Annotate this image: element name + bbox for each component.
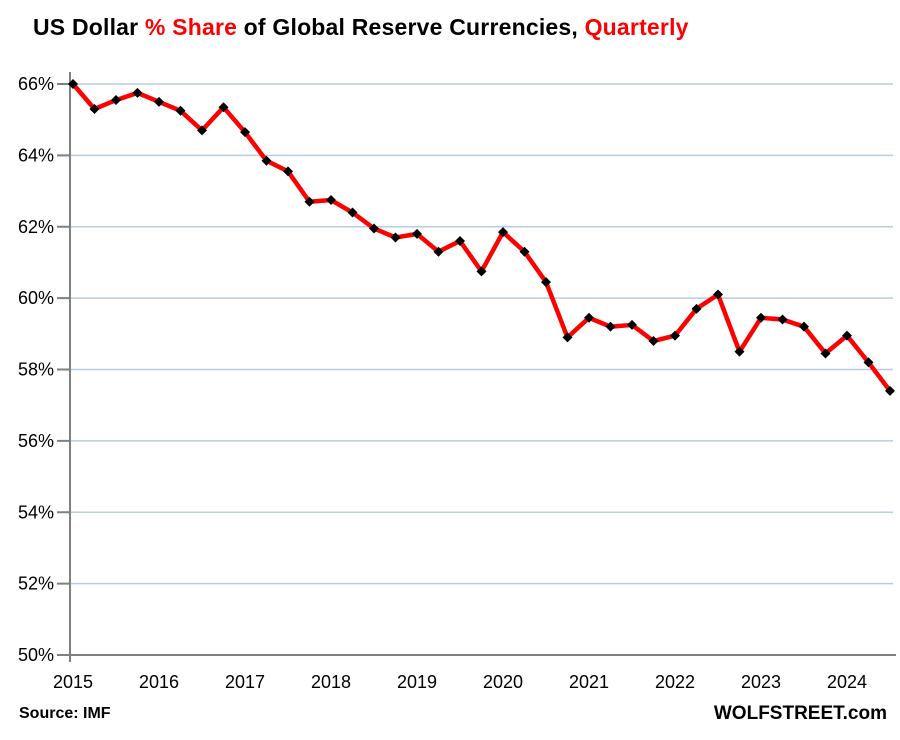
y-tick-label: 50% [18, 645, 54, 665]
data-point-marker [562, 332, 573, 343]
data-point-marker [326, 194, 336, 205]
data-point-marker [175, 105, 186, 116]
data-point-marker [777, 314, 788, 325]
source-label: Source: IMF [19, 705, 111, 722]
title-text-2: of Global Reserve Currencies, [237, 14, 585, 40]
wolfstreet-branding: WOLFSTREET.com [713, 703, 887, 724]
data-point-marker [390, 232, 401, 243]
title-accent-share: % Share [144, 14, 238, 40]
x-tick-label: 2023 [741, 672, 781, 692]
data-point-marker [756, 312, 766, 323]
y-tick-label: 54% [18, 502, 54, 522]
title-text-1: US Dollar [33, 14, 145, 40]
x-tick-label: 2022 [655, 672, 695, 692]
data-point-marker [799, 321, 809, 332]
data-point-marker [240, 127, 250, 138]
y-tick-label: 64% [18, 145, 54, 165]
chart-title: US Dollar % Share of Global Reserve Curr… [33, 14, 689, 41]
x-tick-label: 2018 [311, 672, 351, 692]
data-point-marker [584, 312, 594, 323]
y-tick-label: 52% [18, 574, 54, 594]
x-tick-label: 2019 [397, 672, 437, 692]
y-tick-label: 66% [18, 74, 54, 94]
data-point-marker [605, 321, 616, 332]
data-point-marker [89, 103, 100, 114]
x-tick-label: 2015 [53, 672, 93, 692]
data-point-marker [304, 196, 315, 207]
data-point-marker [541, 277, 551, 288]
data-point-marker [885, 385, 895, 396]
data-point-marker [68, 79, 78, 89]
data-point-marker [519, 246, 530, 257]
data-point-marker [627, 319, 637, 330]
y-tick-label: 62% [18, 217, 54, 237]
data-point-marker [154, 96, 164, 107]
data-point-marker [218, 102, 229, 113]
y-tick-label: 60% [18, 288, 54, 308]
usd-share-series-line [71, 82, 892, 393]
y-tick-label: 58% [18, 360, 54, 380]
data-point-marker [197, 125, 207, 136]
data-point-marker [842, 330, 852, 341]
data-point-marker [455, 236, 465, 247]
x-tick-label: 2020 [483, 672, 523, 692]
data-point-marker [863, 357, 874, 368]
data-point-marker [433, 246, 444, 257]
data-point-marker [734, 346, 745, 357]
y-tick-label: 56% [18, 431, 54, 451]
data-point-marker [670, 330, 680, 341]
data-point-marker [132, 87, 143, 98]
x-tick-label: 2024 [827, 672, 867, 692]
data-point-marker [498, 227, 508, 238]
data-point-marker [369, 223, 379, 234]
data-point-marker [412, 228, 422, 239]
data-point-marker [476, 266, 487, 277]
title-accent-quarterly: Quarterly [584, 14, 689, 40]
x-tick-label: 2017 [225, 672, 265, 692]
data-point-marker [261, 155, 272, 166]
data-point-marker [347, 207, 358, 218]
data-point-marker [283, 166, 293, 177]
data-point-marker [713, 289, 723, 300]
data-point-marker [820, 348, 831, 359]
x-tick-label: 2016 [139, 672, 179, 692]
x-tick-label: 2021 [569, 672, 609, 692]
data-point-marker [691, 303, 702, 314]
data-point-marker [648, 335, 659, 346]
data-point-marker [111, 95, 121, 106]
